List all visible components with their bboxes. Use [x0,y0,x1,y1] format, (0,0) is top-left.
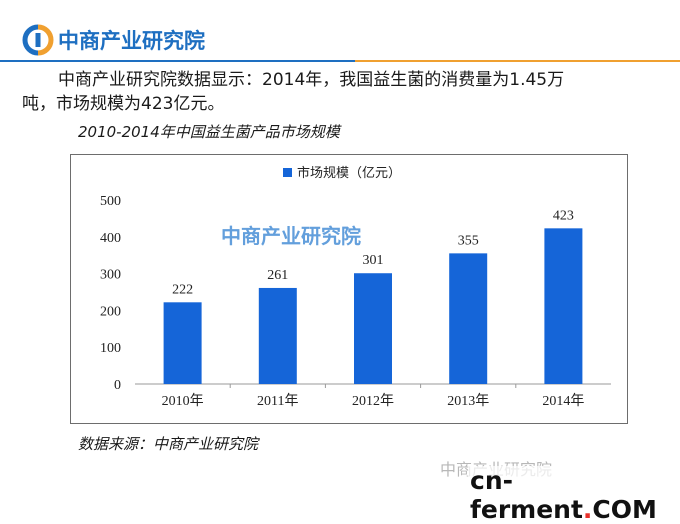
source-note: 数据来源：中商产业研究院 [78,435,259,453]
bar [544,228,583,384]
x-tick-label: 2012年 [352,393,394,409]
header-divider-orange [355,60,680,62]
data-label: 355 [458,233,479,248]
x-tick-label: 2013年 [447,393,489,409]
bar [449,253,488,384]
site-watermark-tld: COM [592,495,657,524]
y-tick-label: 500 [100,194,121,209]
x-tick-label: 2011年 [257,393,298,409]
site-watermark-dot: . [582,495,593,524]
header-divider-blue [0,60,355,62]
chart-title: 2010-2014年中国益生菌产品市场规模 [78,123,340,141]
data-label: 261 [267,268,288,283]
watermark-backdrop [468,466,680,503]
x-tick-label: 2014年 [542,393,584,409]
x-tick-label: 2010年 [162,393,204,409]
y-tick-label: 300 [100,268,121,283]
y-tick-label: 0 [114,378,121,393]
legend-label: 市场规模（亿元） [297,165,401,181]
bar-chart: 市场规模（亿元） 中商产业研究院 0 100 200 300 400 500 222 2010年 2… [100,165,611,409]
chart-frame: 市场规模（亿元） 中商产业研究院 0 100 200 300 400 500 222 2010年 2… [70,154,628,424]
brand-logo-icon [22,24,54,56]
bar [258,287,297,384]
lead-paragraph: 中商产业研究院数据显示：2014年，我国益生菌的消费量为1.45万 吨，市场规模… [22,68,642,116]
chart-watermark: 中商产业研究院 [221,224,361,248]
data-label: 301 [363,253,384,268]
y-tick-label: 400 [100,231,121,246]
bar [354,273,392,384]
site-watermark: cn-ferment.COM [470,466,680,524]
y-tick-label: 100 [100,341,121,356]
bar [163,302,202,384]
data-label: 423 [553,208,574,223]
y-tick-label: 200 [100,304,121,319]
lead-line-2: 吨，市场规模为423亿元。 [22,94,225,114]
brand-logo: 中商产业研究院 [22,22,205,58]
brand-name: 中商产业研究院 [58,29,205,53]
lead-line-1: 中商产业研究院数据显示：2014年，我国益生菌的消费量为1.45万 [58,70,565,90]
site-watermark-name: cn-ferment [470,466,583,524]
legend-swatch [283,168,292,177]
data-label: 222 [172,282,193,297]
